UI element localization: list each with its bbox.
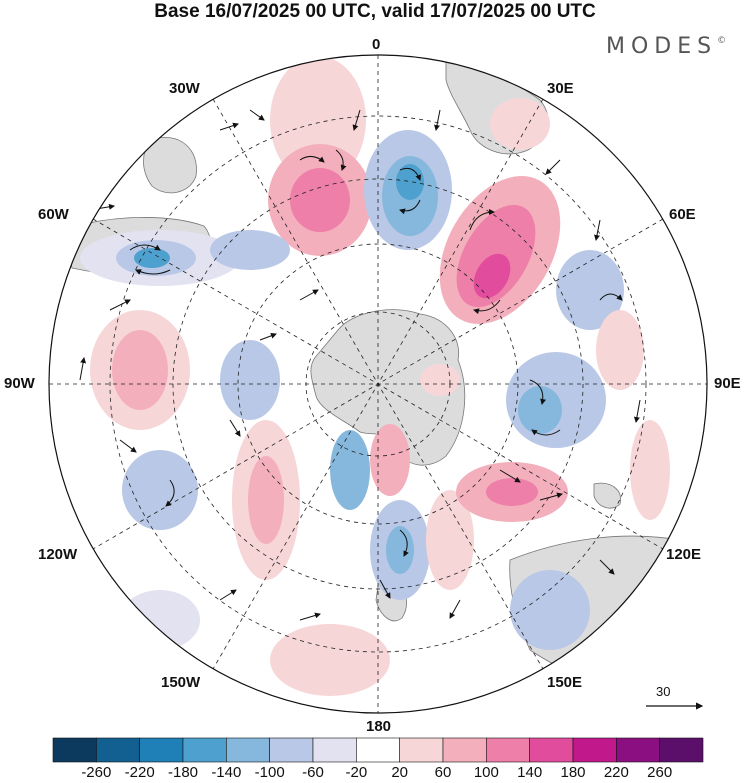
colorbar-swatch bbox=[572, 737, 617, 763]
colorbar-tick-label: 20 bbox=[391, 764, 408, 781]
map-boundary bbox=[48, 54, 708, 714]
colorbar-tick-label: -20 bbox=[345, 764, 368, 781]
colorbar-tick-label: -260 bbox=[81, 764, 112, 781]
colorbar-swatch bbox=[399, 737, 444, 763]
lon-label-180: 180 bbox=[366, 718, 392, 735]
lon-label-60e: 60E bbox=[669, 206, 696, 223]
lon-label-90e: 90E bbox=[714, 375, 741, 392]
colorbar-swatch bbox=[486, 737, 530, 763]
lon-label-120e: 120E bbox=[666, 546, 702, 563]
lon-label-60w: 60W bbox=[38, 206, 69, 223]
brand-logo: MODES© bbox=[606, 34, 727, 59]
south-america-east bbox=[143, 137, 197, 194]
wind-vectors bbox=[79, 109, 641, 621]
colorbar-tick-label: 220 bbox=[603, 764, 629, 781]
graticule bbox=[49, 55, 707, 713]
colorbar-swatch bbox=[442, 737, 487, 763]
lon-label-150e: 150E bbox=[547, 674, 583, 691]
colorbar-tick-label: 180 bbox=[560, 764, 586, 781]
colorbar-tick-label: -60 bbox=[302, 764, 324, 781]
colorbar-tick-label: -140 bbox=[211, 764, 242, 781]
colorbar-swatch bbox=[269, 737, 314, 763]
lon-label-0: 0 bbox=[372, 36, 381, 53]
colorbar-swatch bbox=[226, 737, 270, 763]
colorbar-swatch bbox=[182, 737, 227, 763]
colorbar-tick-label: 100 bbox=[473, 764, 499, 781]
map-title: Base 16/07/2025 00 UTC, valid 17/07/2025… bbox=[154, 1, 596, 22]
lon-label-120w: 120W bbox=[38, 546, 78, 563]
lon-label-150w: 150W bbox=[161, 674, 201, 691]
colorbar-tick-labels: -260 -220 -180 -140 -100 -60 -20 20 60 100 140 180 2… bbox=[0, 764, 750, 782]
colorbar-tick-label: 260 bbox=[647, 764, 673, 781]
island-indian-ocean bbox=[593, 482, 622, 509]
colorbar-swatch bbox=[529, 737, 574, 763]
colorbar-swatch bbox=[139, 737, 184, 763]
colorbar-swatch bbox=[96, 737, 140, 763]
lon-label-30w: 30W bbox=[169, 80, 200, 97]
colorbar-swatch bbox=[356, 737, 400, 763]
lon-label-90w: 90W bbox=[4, 375, 35, 392]
lon-label-30e: 30E bbox=[547, 80, 574, 97]
reference-vector-label: 30 bbox=[656, 684, 671, 699]
colorbar-tick-label: 60 bbox=[434, 764, 452, 781]
colorbar-tick-label: -180 bbox=[167, 764, 199, 781]
colorbar-tick-label: -220 bbox=[124, 764, 155, 781]
colorbar-swatch bbox=[312, 737, 357, 763]
colorbar-swatch bbox=[659, 737, 704, 763]
antarctica bbox=[310, 309, 466, 466]
colorbar-swatch bbox=[616, 737, 660, 763]
colorbar-tick-label: 140 bbox=[517, 764, 543, 781]
colorbar-swatch bbox=[52, 737, 97, 763]
colorbar bbox=[52, 737, 704, 763]
colorbar-tick-label: -100 bbox=[254, 764, 285, 781]
